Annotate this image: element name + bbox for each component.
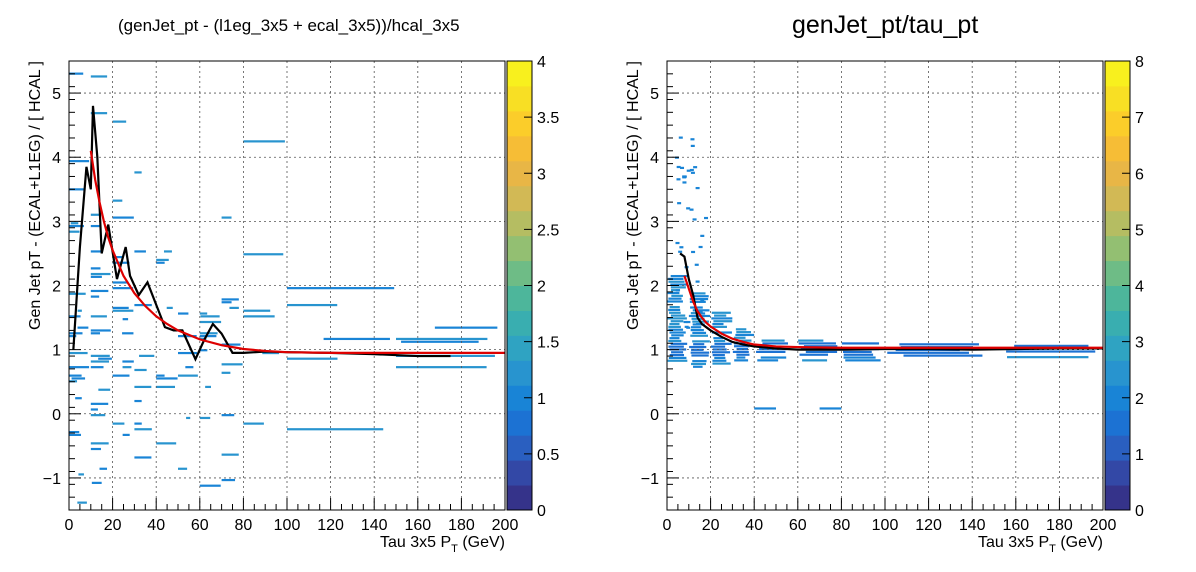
x-tick-label: 100 [872, 517, 899, 534]
x-tick-label: 140 [959, 517, 986, 534]
colorbar-tick-label: 4 [1135, 279, 1144, 296]
colorbar-tick-label: 4 [537, 54, 546, 71]
x-tick-label: 100 [274, 517, 301, 534]
x-tick-label: 200 [492, 517, 519, 534]
y-tick-label: 4 [52, 150, 61, 167]
colorbar-tick-label: 1.5 [537, 335, 559, 352]
y-tick-label: −1 [641, 471, 659, 488]
y-tick-label: 4 [650, 150, 659, 167]
colorbar-tick-label: 3 [537, 166, 546, 183]
colorbar-tick-label: 6 [1135, 166, 1144, 183]
colorbar: 0 1 2 3 4 5 6 7 8 [1104, 54, 1144, 520]
x-tick-label: 80 [235, 517, 253, 534]
colorbar-tick-label: 5 [1135, 222, 1144, 239]
x-tick-label: 0 [65, 517, 74, 534]
x-tick-label: 0 [663, 517, 672, 534]
x-tick-label: 160 [1002, 517, 1029, 534]
chart-title: genJet_pt/tau_pt [792, 11, 979, 39]
colorbar-tick-label: 1 [537, 391, 546, 408]
colorbar: 0 0.5 1 1.5 2 2.5 3 3.5 4 [506, 54, 559, 520]
y-tick-label: 5 [650, 86, 659, 103]
y-tick-label: 0 [52, 407, 61, 424]
x-tick-label: 200 [1090, 517, 1117, 534]
x-tick-label: 20 [702, 517, 720, 534]
chart-title: (genJet_pt - (l1eg_3x5 + ecal_3x5))/hcal… [118, 16, 460, 35]
y-tick-label: 1 [650, 343, 659, 360]
colorbar-tick-label: 3.5 [537, 110, 559, 127]
colorbar-tick-label: 8 [1135, 54, 1144, 71]
y-tick-label: 5 [52, 86, 61, 103]
y-tick-label: 2 [52, 279, 61, 296]
series-fit-line [683, 275, 1103, 349]
x-tick-label: 40 [745, 517, 763, 534]
chart-left: (genJet_pt - (l1eg_3x5 + ecal_3x5))/hcal… [27, 16, 559, 555]
chart-right: genJet_pt/tau_pt 0 20 40 60 80 100 120 140 160 18… [598, 0, 1196, 572]
x-tick-label: 180 [448, 517, 475, 534]
x-tick-label: 60 [191, 517, 209, 534]
x-tick-label: 80 [833, 517, 851, 534]
x-tick-label: 120 [317, 517, 344, 534]
x-tick-label: 20 [104, 517, 122, 534]
y-tick-label: −1 [43, 471, 61, 488]
x-tick-label: 160 [404, 517, 431, 534]
y-tick-label: 2 [650, 279, 659, 296]
colorbar-tick-label: 3 [1135, 335, 1144, 352]
colorbar-tick-label: 0.5 [537, 447, 559, 464]
y-tick-label: 1 [52, 343, 61, 360]
colorbar-tick-label: 2 [537, 279, 546, 296]
colorbar-tick-label: 1 [1135, 447, 1144, 464]
y-axis-label: Gen Jet pT - (ECAL+L1EG) / [ HCAL ] [625, 61, 642, 330]
colorbar-tick-label: 2.5 [537, 222, 559, 239]
x-tick-label: 180 [1046, 517, 1073, 534]
series-fit-line [89, 150, 505, 354]
colorbar-tick-label: 2 [1135, 391, 1144, 408]
x-axis-label: Tau 3x5 PT (GeV) [978, 534, 1103, 555]
y-axis-label: Gen Jet pT - (ECAL+L1EG) / [ HCAL ] [27, 61, 44, 330]
colorbar-tick-label: 7 [1135, 110, 1144, 127]
colorbar-tick-label: 0 [1135, 503, 1144, 520]
colorbar-tick-label: 0 [537, 503, 546, 520]
y-tick-label: 3 [52, 214, 61, 231]
y-tick-label: 0 [650, 407, 659, 424]
x-tick-label: 140 [361, 517, 388, 534]
x-tick-label: 60 [789, 517, 807, 534]
x-tick-label: 40 [147, 517, 165, 534]
x-axis-label: Tau 3x5 PT (GeV) [380, 534, 505, 555]
y-tick-label: 3 [650, 214, 659, 231]
x-tick-label: 120 [915, 517, 942, 534]
